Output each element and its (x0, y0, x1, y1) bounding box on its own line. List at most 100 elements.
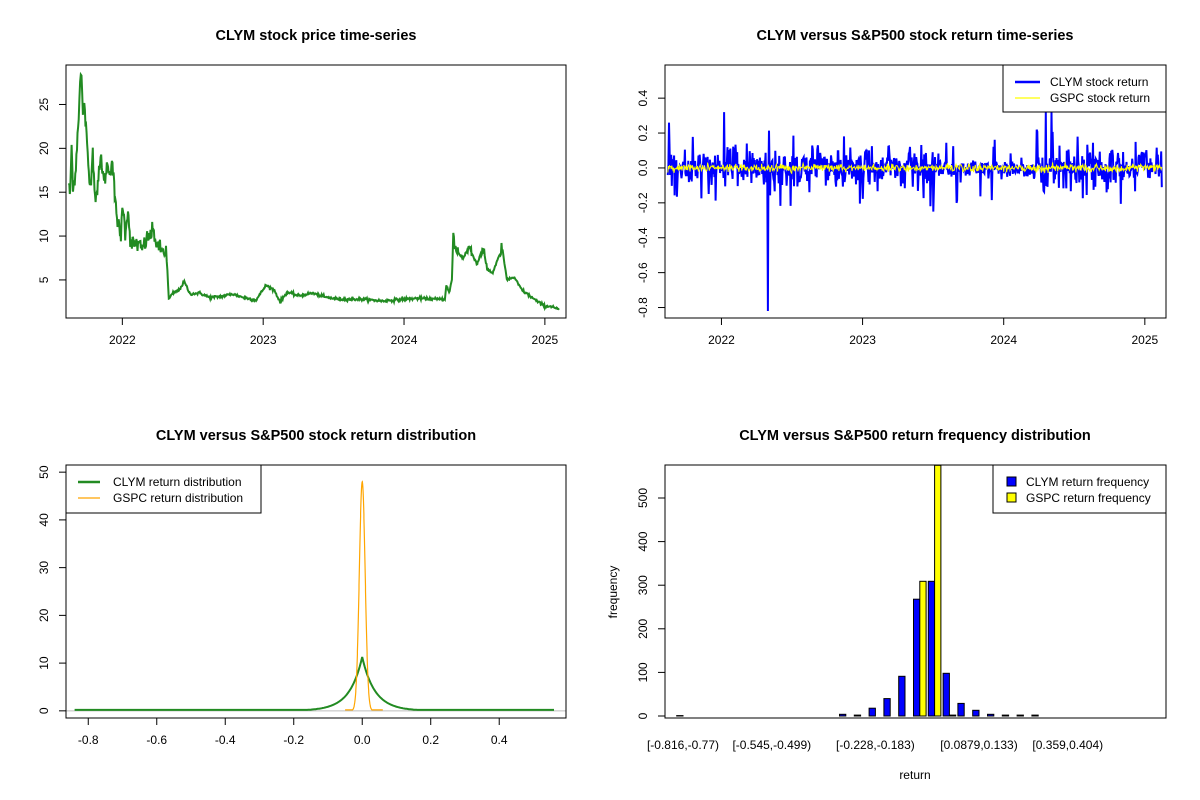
gspc-return-line (667, 161, 1163, 175)
frequency-plot-area (676, 464, 1039, 717)
legend-swatch-clym-frequency (1006, 476, 1017, 487)
x-tick-label: 2022 (708, 333, 735, 347)
distribution-legend: CLYM return distribution GSPC return dis… (65, 464, 262, 514)
x-tick-label: 2025 (1131, 333, 1158, 347)
y-tick-label: 5 (37, 276, 51, 283)
clym-frequency-bar (853, 714, 862, 717)
frequency-x-axis-label: return (899, 768, 930, 782)
clym-frequency-bar (942, 672, 950, 717)
y-tick-label: 0.2 (636, 124, 650, 141)
frequency-title: CLYM versus S&P500 return frequency dist… (739, 428, 1091, 444)
frequency-legend-box (992, 464, 1167, 514)
y-tick-label: 0.0 (636, 159, 650, 176)
x-tick-label: 2024 (990, 333, 1017, 347)
return-ts-plot-frame (664, 64, 1167, 319)
frequency-plot-frame (664, 464, 1167, 719)
legend-label-gspc-distribution: GSPC return distribution (113, 491, 243, 505)
frequency-y-axis-label: frequency (606, 566, 620, 619)
y-tick-label: 20 (37, 608, 51, 622)
y-tick-label: -0.4 (636, 227, 650, 248)
x-tick-label: -0.8 (78, 733, 99, 747)
clym-frequency-bar (987, 713, 995, 717)
x-category-label: [0.359,0.404) (1032, 738, 1103, 752)
clym-frequency-bar (913, 598, 921, 717)
y-tick-label: 500 (636, 488, 650, 508)
y-tick-label: -0.6 (636, 262, 650, 283)
distribution-panel: CLYM versus S&P500 stock return distribu… (37, 428, 567, 747)
clym-frequency-bar (1031, 714, 1039, 717)
gspc-frequency-bar (919, 580, 927, 717)
x-tick-label: 2024 (391, 333, 418, 347)
distribution-plot-frame (65, 464, 567, 719)
x-category-label: [-0.228,-0.183) (836, 738, 915, 752)
x-category-label: [-0.545,-0.499) (732, 738, 811, 752)
clym-frequency-bar (1016, 714, 1024, 717)
x-tick-label: 0.2 (422, 733, 439, 747)
gspc-frequency-bar (934, 464, 942, 717)
x-category-label: [-0.816,-0.77) (647, 738, 719, 752)
legend-label-gspc-return: GSPC stock return (1050, 91, 1150, 105)
return-ts-y-axis: -0.8 -0.6 -0.4 -0.2 0.0 0.2 0.4 (636, 89, 665, 318)
price-series-line (67, 71, 560, 312)
x-tick-label: 0.4 (491, 733, 508, 747)
y-tick-label: 0 (636, 712, 650, 719)
y-tick-label: 25 (37, 97, 51, 111)
clym-frequency-bar (868, 707, 876, 717)
x-tick-label: 2023 (849, 333, 876, 347)
clym-return-line (666, 112, 1163, 312)
distribution-plot-area (66, 480, 566, 712)
price-chart-title: CLYM stock price time-series (216, 28, 417, 44)
clym-frequency-bar (927, 580, 936, 717)
clym-frequency-bar (883, 698, 891, 717)
x-tick-label: 2022 (109, 333, 136, 347)
clym-density-line (74, 656, 554, 711)
y-tick-label: 0 (37, 707, 51, 714)
price-y-axis: 5 10 15 20 25 (37, 97, 66, 283)
clym-frequency-bar (972, 709, 980, 717)
x-tick-label: 2025 (532, 333, 559, 347)
x-tick-label: -0.2 (283, 733, 304, 747)
y-tick-label: 400 (636, 531, 650, 551)
return-ts-legend: CLYM stock return GSPC stock return (1002, 64, 1167, 113)
clym-frequency-bar (839, 713, 847, 717)
y-tick-label: 200 (636, 618, 650, 638)
y-tick-label: 0.4 (636, 89, 650, 106)
x-tick-label: -0.6 (146, 733, 167, 747)
y-tick-label: 40 (37, 513, 51, 527)
x-tick-label: -0.4 (215, 733, 236, 747)
legend-swatch-gspc-frequency (1006, 492, 1017, 503)
legend-label-clym-return: CLYM stock return (1050, 75, 1148, 89)
frequency-x-axis: [-0.816,-0.77) [-0.545,-0.499) [-0.228,-0.… (647, 738, 1103, 752)
y-tick-label: 10 (37, 656, 51, 670)
clym-frequency-bar (1001, 714, 1010, 717)
return-ts-plot-area (666, 112, 1163, 312)
x-category-label: [0.0879,0.133) (940, 738, 1017, 752)
y-tick-label: 100 (636, 662, 650, 682)
distribution-x-axis: -0.8 -0.6 -0.4 -0.2 0.0 0.2 0.4 (78, 718, 508, 747)
gspc-frequency-bar (948, 714, 957, 717)
gspc-density-line (345, 480, 383, 711)
return-ts-title: CLYM versus S&P500 stock return time-ser… (757, 28, 1074, 44)
clym-frequency-bar (957, 702, 965, 717)
clym-frequency-bar (898, 675, 906, 717)
x-tick-label: 2023 (250, 333, 277, 347)
legend-label-clym-distribution: CLYM return distribution (113, 475, 242, 489)
y-tick-label: 50 (37, 465, 51, 479)
return-ts-legend-box (1002, 64, 1167, 113)
y-tick-label: 10 (37, 229, 51, 243)
price-x-axis: 2022 2023 2024 2025 (109, 318, 559, 347)
frequency-legend: CLYM return frequency GSPC return freque… (992, 464, 1167, 514)
y-tick-label: -0.2 (636, 192, 650, 213)
y-tick-label: 30 (37, 561, 51, 575)
distribution-legend-box (65, 464, 262, 514)
y-tick-label: 20 (37, 141, 51, 155)
price-plot-area (67, 71, 560, 312)
frequency-panel: CLYM versus S&P500 return frequency dist… (606, 428, 1167, 782)
y-tick-label: 300 (636, 575, 650, 595)
price-plot-frame (65, 64, 567, 319)
distribution-y-axis: 0 10 20 30 40 50 (37, 465, 66, 714)
y-tick-label: -0.8 (636, 297, 650, 318)
distribution-title: CLYM versus S&P500 stock return distribu… (156, 428, 476, 444)
